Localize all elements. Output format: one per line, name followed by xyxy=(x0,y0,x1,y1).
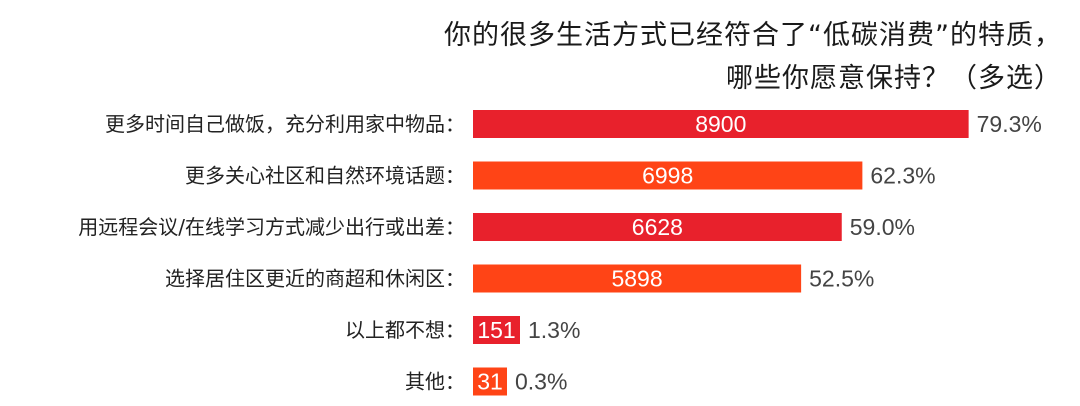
bars-group: 更多时间自己做饭，充分利用家中物品： 8900 79.3% 更多关心社区和自然环境话题… xyxy=(78,110,1042,396)
category-label: 选择居住区更近的商超和休闲区： xyxy=(165,267,465,291)
category-label: 更多时间自己做饭，充分利用家中物品： xyxy=(105,112,465,136)
chart-title-line-2: 哪些你愿意保持？（多选） xyxy=(726,63,1062,94)
bar-percent-label: 0.3% xyxy=(515,369,567,395)
bar-value-label: 151 xyxy=(477,317,515,343)
bar-percent-label: 1.3% xyxy=(528,317,580,343)
bar-percent-label: 79.3% xyxy=(977,111,1042,137)
bar xyxy=(473,110,969,138)
bar-percent-label: 59.0% xyxy=(850,214,915,240)
bar-percent-label: 52.5% xyxy=(809,266,874,292)
bar-value-label: 6628 xyxy=(632,214,683,240)
bar xyxy=(473,161,863,190)
bar-value-label: 31 xyxy=(477,369,503,395)
bar xyxy=(473,316,520,344)
bar-value-label: 6998 xyxy=(642,163,693,189)
category-label: 更多关心社区和自然环境话题： xyxy=(185,164,465,188)
category-label: 其他： xyxy=(405,370,465,394)
bar xyxy=(473,264,802,293)
category-label: 以上都不想： xyxy=(345,318,465,342)
bar-value-label: 8900 xyxy=(695,111,746,137)
bar xyxy=(473,367,507,396)
bar-value-label: 5898 xyxy=(611,266,662,292)
category-label: 用远程会议/在线学习方式减少出行或出差： xyxy=(78,215,465,239)
chart-title-line-1: 你的很多生活方式已经符合了“低碳消费”的特质， xyxy=(444,20,1062,51)
bar-percent-label: 62.3% xyxy=(870,163,935,189)
bar xyxy=(473,213,842,241)
